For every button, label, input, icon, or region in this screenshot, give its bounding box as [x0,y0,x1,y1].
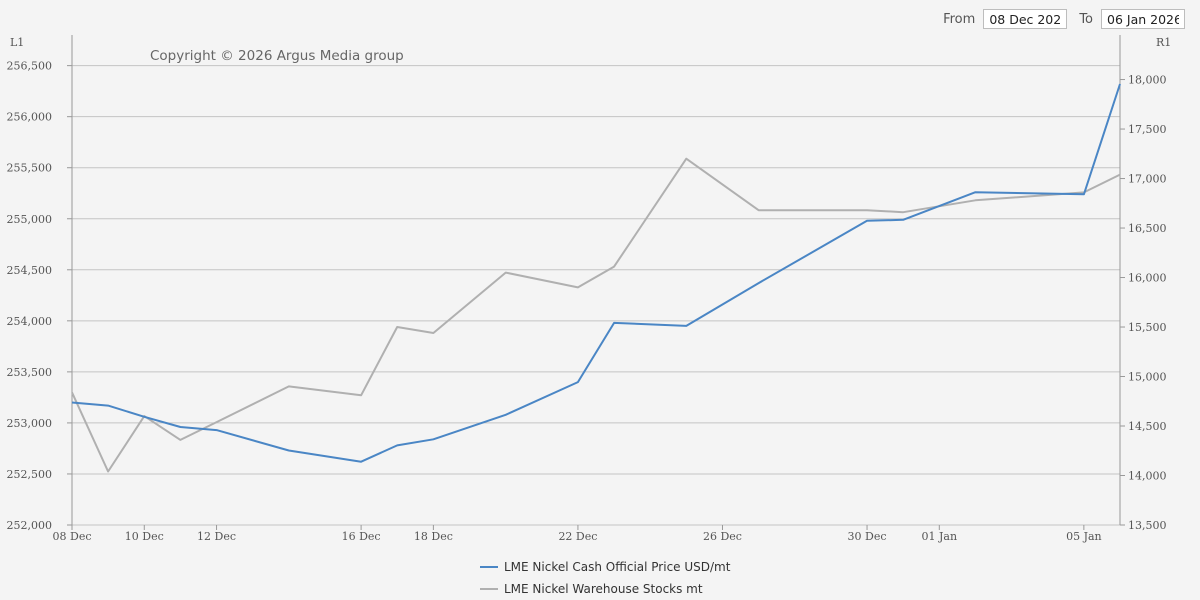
left-tick-label: 255,500 [7,162,53,175]
right-tick-label: 17,000 [1128,173,1167,186]
legend-swatch-price [480,566,498,568]
right-tick-label: 18,000 [1128,74,1167,87]
left-axis-ticks: 252,000 252,500 253,000 253,500 254,000 254,5… [7,60,72,532]
grid [72,65,1120,526]
left-tick-label: 254,500 [7,264,53,277]
left-tick-label: 252,500 [7,468,53,481]
right-tick-label: 15,000 [1128,371,1167,384]
right-tick-label: 17,500 [1128,123,1167,136]
left-tick-label: 253,500 [7,366,53,379]
left-tick-label: 255,000 [7,213,53,226]
right-tick-label: 14,500 [1128,420,1167,433]
x-tick-label: 26 Dec [703,530,742,543]
legend-item-price[interactable]: LME Nickel Cash Official Price USD/mt [480,556,730,578]
stocks-series-line[interactable] [71,157,1121,473]
x-tick-label: 30 Dec [848,530,887,543]
price-series-line[interactable] [71,83,1121,463]
left-tick-label: 256,000 [7,111,53,124]
to-date-input[interactable] [1101,9,1185,29]
left-tick-label: 254,000 [7,315,53,328]
from-date-input[interactable] [983,9,1068,29]
legend: LME Nickel Cash Official Price USD/mt LM… [480,556,730,600]
left-tick-label: 252,000 [7,519,53,532]
legend-item-stocks[interactable]: LME Nickel Warehouse Stocks mt [480,578,730,600]
x-tick-label: 22 Dec [558,530,597,543]
legend-label-price: LME Nickel Cash Official Price USD/mt [504,560,731,574]
right-tick-label: 15,500 [1128,321,1167,334]
right-tick-label: 16,500 [1128,222,1167,235]
left-axis-label: L1 [10,36,24,49]
right-tick-label: 16,000 [1128,272,1167,285]
x-tick-label: 08 Dec [53,530,92,543]
right-tick-label: 14,000 [1128,470,1167,483]
x-tick-label: 16 Dec [342,530,381,543]
date-range-bar: From To [931,9,1185,29]
left-tick-label: 253,000 [7,417,53,430]
legend-label-stocks: LME Nickel Warehouse Stocks mt [504,582,703,596]
x-tick-label: 12 Dec [197,530,236,543]
right-tick-label: 13,500 [1128,519,1167,532]
to-label: To [1079,11,1093,27]
x-tick-label: 18 Dec [414,530,453,543]
right-axis-ticks: 13,500 14,000 14,500 15,000 15,500 16,000 16,5… [1120,74,1167,532]
x-tick-label: 05 Jan [1066,530,1102,543]
x-tick-label: 10 Dec [125,530,164,543]
left-tick-label: 256,500 [7,60,53,73]
legend-swatch-stocks [480,588,498,590]
from-label: From [943,11,976,27]
right-axis-label: R1 [1156,36,1171,49]
series [71,83,1121,473]
x-axis-ticks: 08 Dec 10 Dec 12 Dec 16 Dec 18 Dec 22 Dec 26 D… [53,525,1102,543]
copyright-text: Copyright © 2026 Argus Media group [150,48,404,64]
x-tick-label: 01 Jan [922,530,958,543]
